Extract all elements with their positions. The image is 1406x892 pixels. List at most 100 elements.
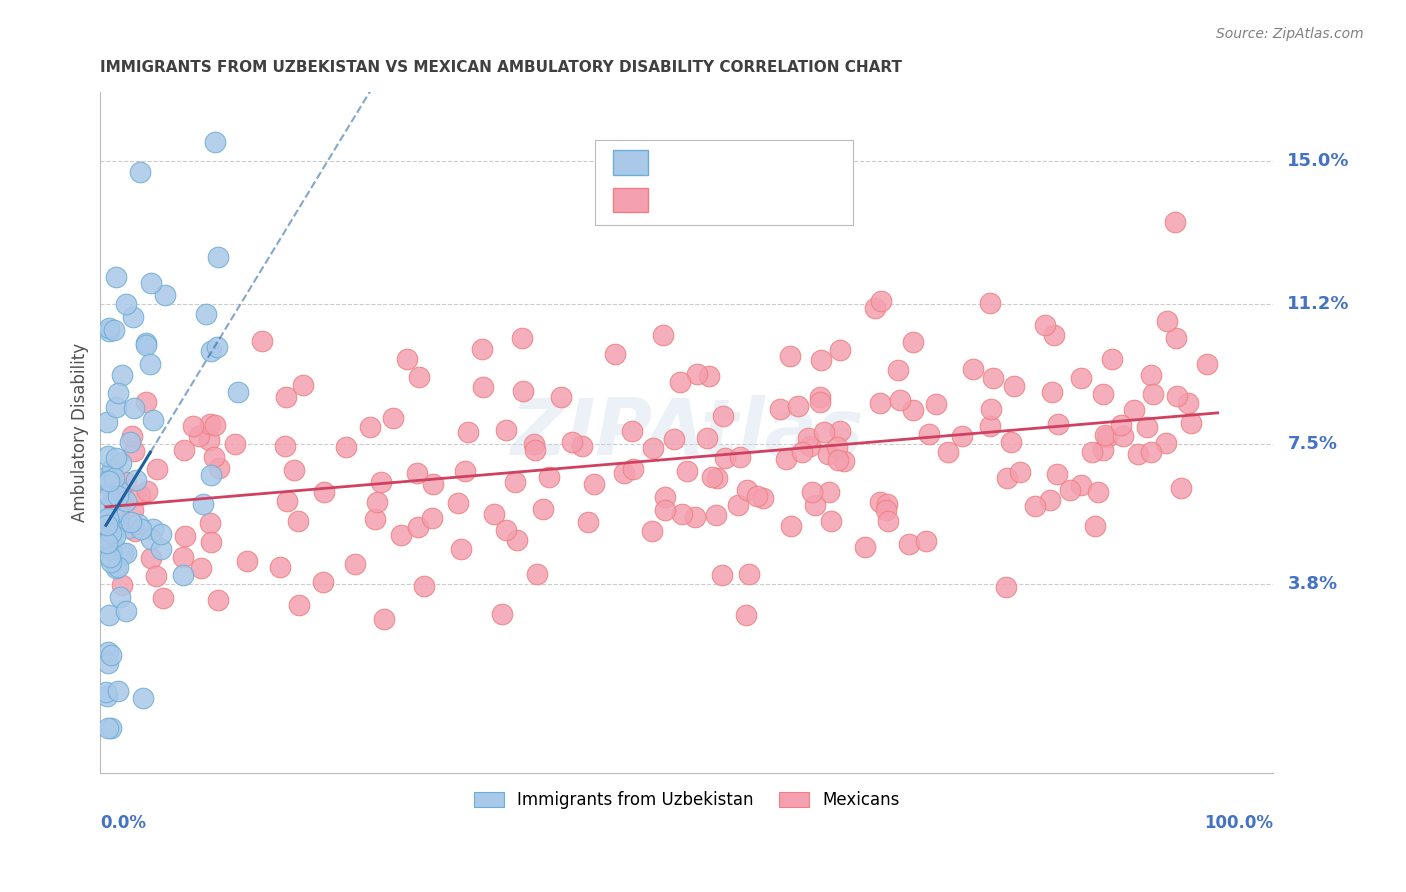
Point [135, 336, 157, 351]
Point [96, 517, 118, 532]
Point [96, 470, 118, 484]
Text: 0.0%: 0.0% [100, 814, 146, 832]
Point [366, 495, 388, 509]
Text: ZIPAtlas: ZIPAtlas [510, 395, 863, 471]
Point [136, 484, 159, 499]
Point [1142, 386, 1164, 401]
Point [200, 516, 222, 530]
Point [1047, 417, 1070, 432]
Text: IMMIGRANTS FROM UZBEKISTAN VS MEXICAN AMBULATORY DISABILITY CORRELATION CHART: IMMIGRANTS FROM UZBEKISTAN VS MEXICAN AM… [100, 60, 903, 75]
Point [825, 440, 848, 454]
Point [523, 436, 546, 450]
Point [370, 475, 392, 490]
Point [97, 656, 120, 670]
Point [115, 296, 138, 310]
Point [790, 445, 813, 459]
Point [482, 507, 505, 521]
Point [101, 465, 124, 479]
Point [1095, 430, 1118, 444]
Point [1156, 314, 1178, 328]
Point [112, 491, 135, 505]
Point [408, 370, 430, 384]
Point [875, 503, 897, 517]
Point [131, 522, 153, 536]
Point [643, 441, 665, 455]
Point [122, 503, 145, 517]
Point [406, 520, 429, 534]
Point [97, 607, 120, 622]
Text: 3.8%: 3.8% [1288, 575, 1337, 593]
Point [962, 362, 984, 376]
Point [135, 337, 157, 351]
Point [1092, 387, 1115, 401]
Point [1081, 444, 1104, 458]
Point [918, 427, 941, 442]
Point [236, 554, 259, 568]
Point [107, 385, 129, 400]
Point [124, 524, 146, 539]
Point [107, 518, 129, 533]
Point [122, 444, 145, 458]
Point [747, 490, 769, 504]
Point [141, 277, 163, 291]
Point [152, 591, 174, 605]
Point [901, 403, 924, 417]
Point [734, 607, 756, 622]
Point [1070, 477, 1092, 491]
Point [447, 496, 470, 510]
Point [110, 456, 132, 470]
Point [117, 521, 139, 535]
Point [107, 489, 129, 503]
Point [1010, 465, 1032, 479]
Point [735, 483, 758, 497]
Point [97, 474, 120, 488]
Point [582, 477, 605, 491]
Legend: Immigrants from Uzbekistan, Mexicans: Immigrants from Uzbekistan, Mexicans [467, 785, 907, 816]
Point [1059, 483, 1081, 497]
Point [796, 431, 818, 445]
Point [471, 343, 494, 357]
Point [877, 514, 900, 528]
Point [1087, 485, 1109, 500]
Point [1046, 467, 1069, 481]
Point [813, 425, 835, 439]
Point [97, 721, 120, 735]
Point [202, 450, 225, 464]
Point [105, 510, 128, 524]
Point [869, 495, 891, 509]
Point [803, 498, 825, 512]
Point [100, 526, 122, 541]
Point [853, 541, 876, 555]
Point [389, 528, 412, 542]
Point [96, 501, 118, 516]
Text: R =: R = [658, 191, 693, 209]
Point [335, 441, 357, 455]
Point [454, 463, 477, 477]
Point [96, 685, 118, 699]
Text: 80: 80 [790, 153, 813, 171]
Point [994, 580, 1017, 594]
Point [114, 493, 136, 508]
Point [621, 462, 644, 476]
Point [1170, 481, 1192, 495]
Point [775, 452, 797, 467]
Point [550, 390, 572, 404]
Text: 11.2%: 11.2% [1288, 295, 1350, 313]
Point [149, 526, 172, 541]
Point [799, 439, 821, 453]
Point [1140, 445, 1163, 459]
Point [181, 418, 204, 433]
Point [135, 395, 157, 409]
Point [654, 503, 676, 517]
Point [98, 549, 121, 564]
Point [200, 467, 222, 482]
Point [107, 505, 129, 519]
Point [605, 347, 627, 361]
Point [107, 559, 129, 574]
Point [1166, 331, 1188, 345]
Point [381, 411, 404, 425]
Point [141, 413, 163, 427]
Point [96, 690, 118, 704]
Point [111, 578, 134, 592]
Point [422, 477, 444, 491]
